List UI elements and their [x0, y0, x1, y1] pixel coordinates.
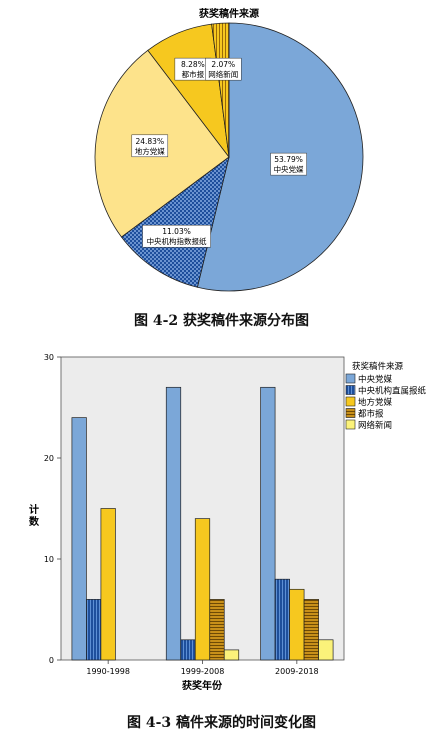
pie-label-name: 地方党媒 [135, 146, 165, 156]
bar-2-0 [260, 386, 276, 661]
bar-1-2 [194, 518, 211, 661]
pie-label-pct: 24.83% [135, 137, 164, 146]
y-axis-label: 计数 [29, 503, 40, 528]
bar-1-3 [209, 599, 225, 661]
pie-label-name: 中央机构指数报纸 [147, 236, 207, 246]
pie-label-pct: 53.79% [274, 155, 303, 164]
legend-item: 地方党媒 [358, 397, 393, 408]
bar-1-1 [180, 639, 196, 661]
x-tick-label: 2009-2018 [275, 667, 319, 676]
y-tick-label: 0 [49, 656, 54, 665]
bar-2-4 [318, 639, 334, 661]
legend-item: 都市报 [358, 409, 384, 420]
pie-label-name: 中央党媒 [274, 164, 304, 174]
bar-0-1 [86, 599, 102, 661]
y-tick-label: 20 [44, 454, 54, 463]
pie-title: 获奖稿件来源 [198, 7, 259, 20]
bar-2-1 [274, 578, 290, 661]
pie-slice-1 [120, 156, 230, 288]
x-axis-label: 获奖年份 [181, 679, 223, 692]
legend-swatch [345, 419, 356, 430]
bar-0-2 [100, 508, 116, 661]
y-tick-label: 30 [44, 353, 54, 362]
legend-swatch [345, 408, 356, 418]
legend-item: 中央党媒 [358, 374, 393, 385]
bar-caption: 图 4-3 稿件来源的时间变化图 [126, 715, 317, 731]
pie-label-0: 53.79%中央党媒 [270, 152, 307, 176]
x-tick-label: 1999-2008 [181, 667, 225, 676]
pie-label-4: 2.07%网络新闻 [205, 57, 242, 81]
pie-label-2: 24.83%地方党媒 [131, 134, 169, 158]
pie-label-pct: 8.28% [181, 60, 205, 69]
pie-caption: 图 4-2 获奖稿件来源分布图 [133, 313, 310, 329]
legend-item: 中央机构直属报纸 [358, 386, 427, 397]
pie-label-pct: 2.07% [211, 60, 235, 69]
x-tick-label: 1990-1998 [86, 667, 130, 676]
bar-2-2 [289, 588, 305, 661]
bar-2-3 [303, 599, 319, 661]
legend-swatch [345, 385, 356, 395]
bar-1-4 [223, 649, 240, 661]
pie-label-name: 都市报 [182, 69, 205, 79]
bar-0-0 [71, 417, 87, 661]
bar-1-0 [165, 386, 182, 661]
pie-label-pct: 11.03% [162, 227, 191, 236]
legend-item: 网络新闻 [358, 420, 392, 431]
legend-title: 获奖稿件来源 [352, 361, 404, 372]
bar-chart: 0 10 20 30 1990-1998 1999-2008 2009-2018 计数 获… [0, 345, 443, 705]
pie-slice-4 [211, 22, 230, 158]
pie-label-1: 11.03%中央机构指数报纸 [142, 224, 211, 248]
y-tick-label: 10 [44, 555, 54, 564]
legend-swatch [345, 396, 356, 407]
legend-swatch [345, 373, 356, 384]
pie-chart: 获奖稿件来源 53.79% 中央党媒 11.03% 中央机构指数报纸 24.83% 地方党… [0, 0, 443, 300]
pie-label-name: 网络新闻 [208, 69, 238, 79]
